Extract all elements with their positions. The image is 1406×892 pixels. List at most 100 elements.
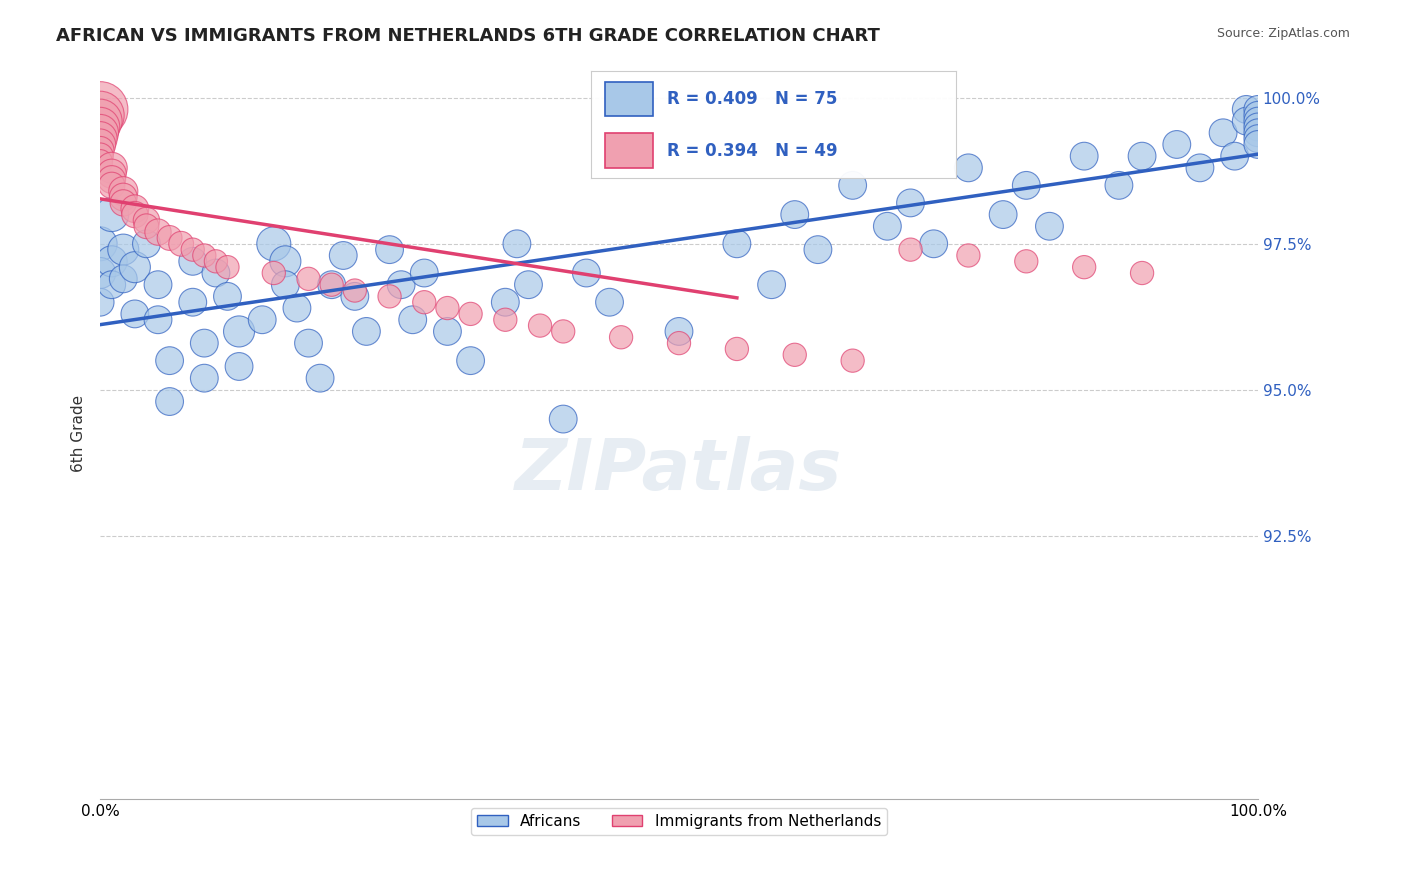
Point	[89, 120, 111, 134]
Point	[553, 325, 575, 339]
Point	[529, 318, 551, 333]
Point	[146, 312, 169, 326]
Point	[1166, 137, 1188, 152]
Point	[112, 195, 135, 210]
Point	[193, 336, 215, 351]
Point	[378, 243, 401, 257]
Point	[89, 295, 111, 310]
Point	[413, 266, 436, 280]
Point	[991, 208, 1014, 222]
Point	[783, 348, 806, 362]
Point	[135, 213, 157, 227]
Point	[159, 394, 181, 409]
Point	[1247, 114, 1270, 128]
Point	[159, 353, 181, 368]
Point	[332, 248, 354, 262]
Point	[321, 277, 343, 292]
Point	[112, 184, 135, 198]
Point	[402, 312, 425, 326]
Point	[1038, 219, 1060, 234]
Point	[841, 353, 863, 368]
Point	[389, 277, 412, 292]
Point	[274, 254, 297, 268]
Point	[135, 236, 157, 251]
Point	[436, 301, 458, 315]
Point	[89, 144, 111, 158]
Point	[1015, 254, 1038, 268]
Point	[89, 126, 111, 140]
Legend: Africans, Immigrants from Netherlands: Africans, Immigrants from Netherlands	[471, 808, 887, 835]
Point	[124, 307, 146, 321]
Point	[100, 208, 122, 222]
Point	[1212, 126, 1234, 140]
Point	[494, 312, 516, 326]
Point	[263, 266, 285, 280]
Point	[146, 277, 169, 292]
Point	[297, 272, 319, 286]
Point	[100, 161, 122, 175]
Point	[506, 236, 529, 251]
Point	[599, 295, 621, 310]
Point	[205, 266, 228, 280]
Point	[89, 108, 111, 122]
Point	[900, 195, 922, 210]
Point	[1108, 178, 1130, 193]
Point	[1247, 137, 1270, 152]
Point	[575, 266, 598, 280]
Point	[89, 114, 111, 128]
Point	[494, 295, 516, 310]
Point	[668, 336, 690, 351]
Text: ZIPatlas: ZIPatlas	[515, 435, 842, 505]
Point	[761, 277, 783, 292]
Point	[181, 295, 204, 310]
Point	[100, 178, 122, 193]
Point	[228, 359, 250, 374]
Point	[309, 371, 332, 385]
Point	[1188, 161, 1211, 175]
Point	[1234, 103, 1257, 117]
Point	[841, 178, 863, 193]
Point	[89, 137, 111, 152]
Point	[1130, 266, 1153, 280]
Point	[922, 236, 945, 251]
Point	[250, 312, 273, 326]
Point	[159, 231, 181, 245]
Point	[668, 325, 690, 339]
Point	[1234, 114, 1257, 128]
Point	[170, 236, 193, 251]
Point	[274, 277, 297, 292]
Point	[181, 243, 204, 257]
Point	[1073, 149, 1095, 163]
Point	[900, 243, 922, 257]
Point	[517, 277, 540, 292]
Point	[135, 219, 157, 234]
Point	[89, 103, 111, 117]
Point	[1223, 149, 1246, 163]
Point	[321, 277, 343, 292]
Point	[957, 248, 980, 262]
Point	[460, 307, 482, 321]
Point	[146, 225, 169, 239]
Point	[725, 236, 748, 251]
Point	[124, 202, 146, 216]
Point	[263, 236, 285, 251]
Point	[112, 243, 135, 257]
Point	[193, 248, 215, 262]
Point	[1073, 260, 1095, 275]
FancyBboxPatch shape	[605, 134, 652, 168]
Point	[217, 260, 239, 275]
Point	[112, 190, 135, 204]
Point	[610, 330, 633, 344]
Point	[100, 254, 122, 268]
Point	[112, 272, 135, 286]
Point	[413, 295, 436, 310]
Text: Source: ZipAtlas.com: Source: ZipAtlas.com	[1216, 27, 1350, 40]
Point	[285, 301, 308, 315]
Point	[436, 325, 458, 339]
Point	[378, 289, 401, 303]
Point	[193, 371, 215, 385]
Point	[876, 219, 898, 234]
Point	[725, 342, 748, 356]
Point	[460, 353, 482, 368]
Point	[1015, 178, 1038, 193]
